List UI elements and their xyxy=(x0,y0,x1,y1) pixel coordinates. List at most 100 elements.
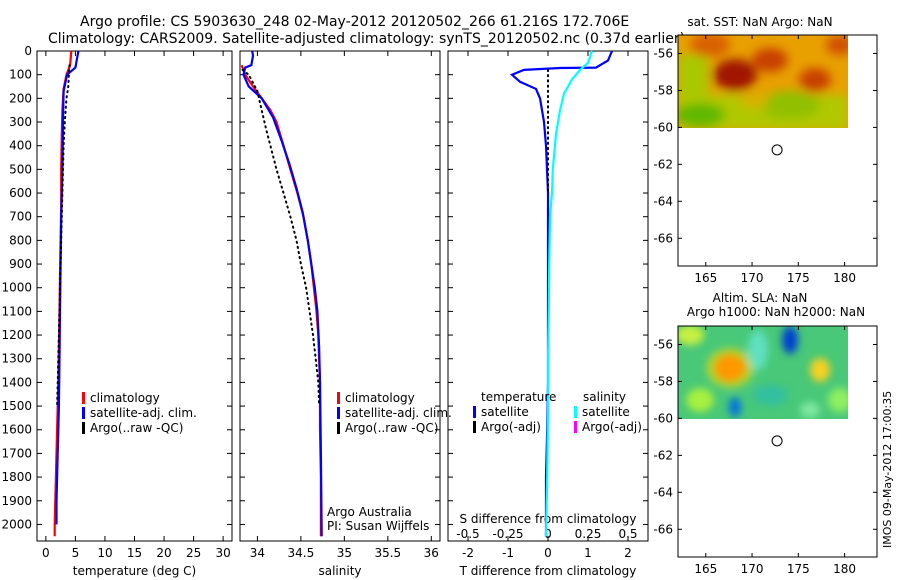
temperature-xlabel: temperature (deg C) xyxy=(73,564,196,578)
difference-xtick-label: -1 xyxy=(502,546,514,560)
difference-xtick-label: 2 xyxy=(624,546,632,560)
temperature-xtick-label: 0 xyxy=(42,546,50,560)
temperature-xtick-label: 30 xyxy=(215,546,230,560)
sst_map-ytick-label: -66 xyxy=(653,231,673,245)
depth-tick-label: 1300 xyxy=(1,352,32,366)
sal-legend-argo-swatch xyxy=(337,422,340,434)
sst_map-xtick-label: 165 xyxy=(694,271,717,285)
depth-tick-label: 1600 xyxy=(1,423,32,437)
sst_map-ytick-label: -56 xyxy=(653,46,673,60)
sst_map-argo-position-marker xyxy=(771,144,783,156)
temp-legend-climatology-swatch xyxy=(82,392,85,404)
salinity-xtick-label: 36 xyxy=(424,546,439,560)
sst_map-xtick-label: 180 xyxy=(833,271,856,285)
depth-tick-label: 700 xyxy=(9,210,32,224)
sla_map-ytick-label: -58 xyxy=(653,374,673,388)
salinity-series-argo xyxy=(241,68,321,408)
sla-map-title-line1: Altim. SLA: NaN xyxy=(713,291,808,305)
salinity-xtick-label: 35 xyxy=(337,546,352,560)
depth-tick-label: 1500 xyxy=(1,399,32,413)
temperature-axes-box xyxy=(36,50,233,542)
sla_map-argo-position-marker xyxy=(771,435,783,447)
temperature-panel: 0 5 10 15 20 25 30 temperature (deg C) 0 100 200 30… xyxy=(1,44,233,578)
salinity-xlabel: salinity xyxy=(318,564,361,578)
salinity-series-clim xyxy=(240,64,322,537)
salinity-diff-tick-label: 0 xyxy=(544,527,552,541)
sla-heatmap xyxy=(678,326,848,419)
depth-tick-label: 900 xyxy=(9,257,32,271)
temp-legend-climatology: climatology xyxy=(90,391,160,405)
diff-legend-s-satellite: satellite xyxy=(582,405,630,419)
depth-tick-label: 1000 xyxy=(1,281,32,295)
depth-tick-label: 100 xyxy=(9,68,32,82)
temperature-xtick-label: 15 xyxy=(127,546,142,560)
depth-tick-label: 1100 xyxy=(1,304,32,318)
sal-legend-satellite: satellite-adj. clim. xyxy=(345,406,452,420)
salinity-diff-tick-label: 0.5 xyxy=(618,527,637,541)
salinity-panel: 34 34.5 35 35.5 36 salinity climatologysatelli… xyxy=(239,50,452,578)
sst_map-axes-box xyxy=(677,34,878,267)
sal-legend-satellite-swatch xyxy=(337,407,340,419)
diff-legend-t-argo-swatch xyxy=(473,421,476,433)
difference-xtick-label: 1 xyxy=(584,546,592,560)
temp-legend-satellite-swatch xyxy=(82,407,85,419)
temperature-series-argo xyxy=(56,64,71,408)
sla_map-ytick-label: -66 xyxy=(653,522,673,536)
sla_map-xtick-label: 170 xyxy=(741,562,764,576)
depth-tick-label: 500 xyxy=(9,162,32,176)
argo-australia-label: Argo Australia xyxy=(327,505,412,519)
depth-tick-label: 1700 xyxy=(1,446,32,460)
difference-series-t_sat xyxy=(509,50,614,537)
depth-tick-label: 1400 xyxy=(1,375,32,389)
sla_map-xtick-label: 175 xyxy=(787,562,810,576)
diff-legend-temperature-title: temperature xyxy=(481,390,556,404)
depth-tick-label: 200 xyxy=(9,91,32,105)
sst_map-xtick-label: 170 xyxy=(741,271,764,285)
figure-title-line2: Climatology: CARS2009. Satellite-adjuste… xyxy=(48,31,685,47)
depth-tick-label: 2000 xyxy=(1,517,32,531)
salinity-diff-tick-label: -0.25 xyxy=(492,527,523,541)
sal-legend-climatology-swatch xyxy=(337,392,340,404)
difference-xlabel: T difference from climatology xyxy=(459,564,637,578)
temp-legend-argo: Argo(..raw -QC) xyxy=(90,421,183,435)
salinity-diff-tick-label: 0.25 xyxy=(575,527,602,541)
depth-tick-label: 0 xyxy=(24,44,32,58)
salinity-xtick-label: 34.5 xyxy=(288,546,315,560)
sst-map-title: sat. SST: NaN Argo: NaN xyxy=(687,15,832,29)
salinity-diff-tick-label: -0.5 xyxy=(456,527,479,541)
salinity-xtick-label: 34 xyxy=(250,546,265,560)
timestamp-label: IMOS 09-May-2012 17:00:35 xyxy=(881,391,894,548)
sst_map-ytick-label: -60 xyxy=(653,120,673,134)
depth-tick-label: 1800 xyxy=(1,470,32,484)
difference-panel: -2 -1 0 1 2 T difference from climatology -0.5… xyxy=(447,50,649,578)
difference-series-s_sat xyxy=(544,50,594,537)
sla_map-ytick-label: -56 xyxy=(653,337,673,351)
diff-legend-t-satellite-swatch xyxy=(473,406,476,418)
temperature-xtick-label: 25 xyxy=(186,546,201,560)
sla_map-ytick-label: -64 xyxy=(653,485,673,499)
sst_map-ytick-label: -62 xyxy=(653,157,673,171)
s-difference-label: S difference from climatology xyxy=(460,512,637,526)
depth-tick-label: 600 xyxy=(9,186,32,200)
sla-map-panel: Altim. SLA: NaN Argo h1000: NaN h2000: N… xyxy=(653,291,878,576)
sst_map-ytick-label: -58 xyxy=(653,83,673,97)
figure-title-line1: Argo profile: CS 5903630_248 02-May-2012… xyxy=(80,14,629,30)
salinity-xtick-label: 35.5 xyxy=(374,546,401,560)
sla_map-xtick-label: 165 xyxy=(694,562,717,576)
depth-tick-label: 300 xyxy=(9,115,32,129)
diff-legend-s-satellite-swatch xyxy=(574,406,577,418)
temperature-xtick-label: 5 xyxy=(72,546,80,560)
pi-label: PI: Susan Wijffels xyxy=(327,519,429,533)
salinity-series-sat xyxy=(242,50,323,537)
diff-legend-salinity-title: salinity xyxy=(583,390,626,404)
sal-legend-climatology: climatology xyxy=(345,391,415,405)
salinity-axes-box xyxy=(239,50,441,542)
sst-heatmap xyxy=(678,35,848,128)
temperature-xtick-label: 10 xyxy=(97,546,112,560)
depth-tick-label: 1900 xyxy=(1,494,32,508)
temp-legend-argo-swatch xyxy=(82,422,85,434)
depth-tick-label: 800 xyxy=(9,233,32,247)
difference-xtick-label: -2 xyxy=(462,546,474,560)
diff-legend-t-argo: Argo(-adj) xyxy=(481,420,541,434)
